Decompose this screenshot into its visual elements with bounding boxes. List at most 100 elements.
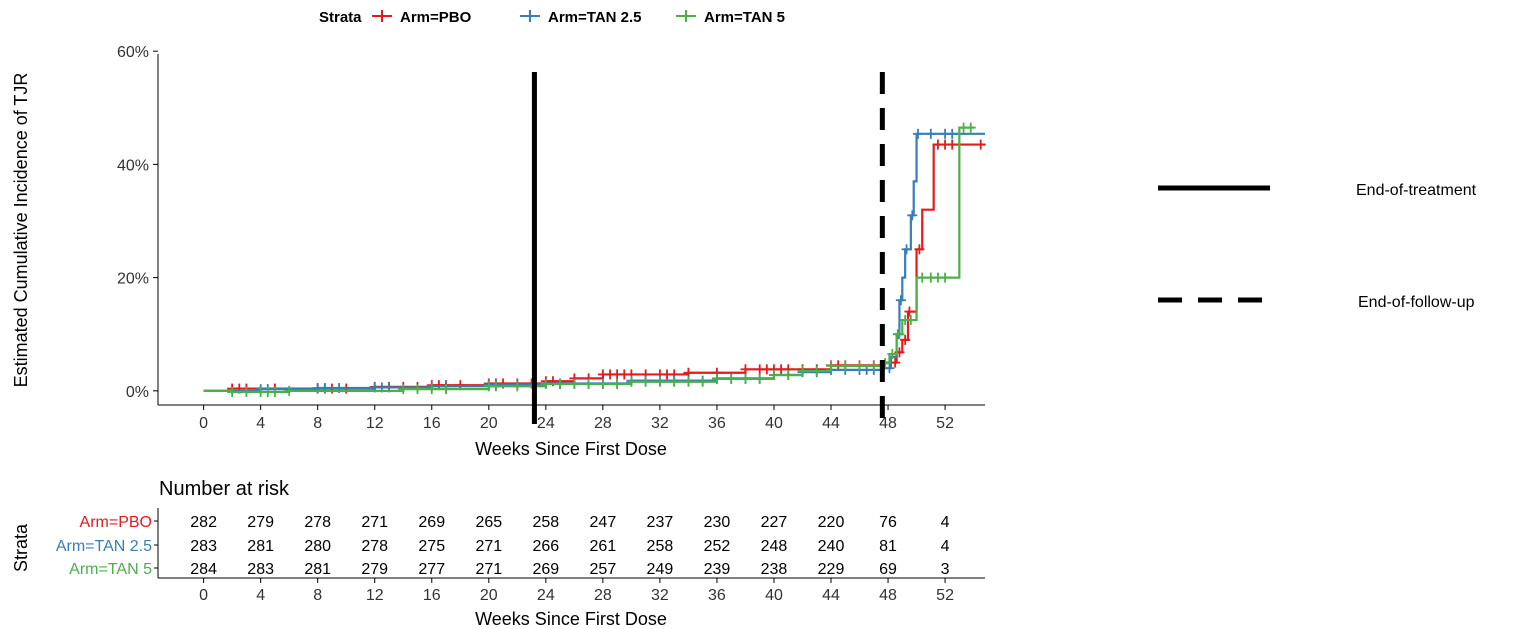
series-3 bbox=[203, 122, 976, 397]
risk-cell: 269 bbox=[532, 561, 559, 578]
risk-cell: 275 bbox=[418, 538, 445, 555]
reference-legend: End-of-treatment End-of-follow-up bbox=[1158, 182, 1477, 311]
risk-cell: 266 bbox=[532, 538, 559, 555]
risk-x-tick-label: 4 bbox=[256, 587, 265, 604]
y-tick-label: 20% bbox=[117, 271, 149, 288]
y-axis-title: Estimated Cumulative Incidence of TJR bbox=[11, 73, 31, 388]
risk-cell: 271 bbox=[361, 514, 388, 531]
y-tick-label: 0% bbox=[126, 384, 149, 401]
risk-x-tick-label: 40 bbox=[765, 587, 783, 604]
risk-cell: 257 bbox=[590, 561, 617, 578]
series-layer bbox=[203, 122, 986, 397]
risk-table-y-title: Strata bbox=[11, 523, 31, 572]
risk-table-x-ticks: 0 4 8 12 16 20 24 28 32 36 40 44 48 52 bbox=[199, 578, 954, 604]
risk-row: Arm=TAN 2.5 283 281 280 278 275 271 266 261 258 25… bbox=[56, 538, 950, 555]
risk-x-tick-label: 8 bbox=[313, 587, 322, 604]
legend-item-pbo: Arm=PBO bbox=[372, 9, 472, 26]
x-tick-label: 36 bbox=[708, 415, 726, 432]
y-axis-ticks: 0% 20% 40% 60% bbox=[117, 44, 158, 401]
risk-cell: 279 bbox=[247, 514, 274, 531]
series-line bbox=[203, 132, 985, 392]
risk-row-label: Arm=PBO bbox=[80, 514, 152, 531]
y-tick-label: 60% bbox=[117, 44, 149, 61]
risk-x-tick-label: 12 bbox=[366, 587, 384, 604]
risk-cell: 258 bbox=[532, 514, 559, 531]
risk-x-tick-label: 52 bbox=[936, 587, 954, 604]
risk-table: Number at risk Strata Arm=PBO 282 279 278 27… bbox=[11, 478, 985, 629]
risk-cell: 269 bbox=[418, 514, 445, 531]
risk-cell: 258 bbox=[647, 538, 674, 555]
risk-x-tick-label: 0 bbox=[199, 587, 208, 604]
risk-table-title: Number at risk bbox=[159, 478, 290, 500]
risk-cell: 69 bbox=[879, 561, 897, 578]
strata-legend: Strata Arm=PBO Arm=TAN 2.5 Arm=TAN 5 bbox=[319, 9, 785, 26]
end-of-treatment-label: End-of-treatment bbox=[1356, 182, 1477, 199]
risk-row: Arm=TAN 5 284 283 281 279 277 271 269 257 249 239 2… bbox=[69, 561, 949, 578]
series-2 bbox=[203, 128, 985, 395]
risk-cell: 281 bbox=[304, 561, 331, 578]
risk-cell: 4 bbox=[941, 514, 950, 531]
risk-row-label: Arm=TAN 2.5 bbox=[56, 538, 152, 555]
reference-lines bbox=[531, 72, 885, 424]
end-of-follow-up-label: End-of-follow-up bbox=[1358, 294, 1475, 311]
x-tick-label: 24 bbox=[537, 415, 555, 432]
risk-x-tick-label: 24 bbox=[537, 587, 555, 604]
x-tick-label: 12 bbox=[366, 415, 384, 432]
risk-x-tick-label: 36 bbox=[708, 587, 726, 604]
x-tick-label: 8 bbox=[313, 415, 322, 432]
risk-cell: 252 bbox=[704, 538, 731, 555]
risk-x-tick-label: 48 bbox=[879, 587, 897, 604]
risk-x-tick-label: 16 bbox=[423, 587, 441, 604]
x-tick-label: 32 bbox=[651, 415, 669, 432]
legend-title: Strata bbox=[319, 9, 362, 26]
risk-cell: 249 bbox=[647, 561, 674, 578]
risk-cell: 237 bbox=[647, 514, 674, 531]
risk-cell: 4 bbox=[941, 538, 950, 555]
risk-row-label: Arm=TAN 5 bbox=[69, 561, 152, 578]
risk-cell: 76 bbox=[879, 514, 897, 531]
cumulative-incidence-plot: Estimated Cumulative Incidence of TJR 0%… bbox=[11, 44, 986, 459]
risk-cell: 282 bbox=[190, 514, 217, 531]
series-1 bbox=[203, 139, 986, 394]
risk-cell: 271 bbox=[475, 538, 502, 555]
risk-cell: 278 bbox=[304, 514, 331, 531]
y-tick-label: 40% bbox=[117, 157, 149, 174]
risk-cell: 227 bbox=[761, 514, 788, 531]
risk-cell: 265 bbox=[475, 514, 502, 531]
risk-cell: 281 bbox=[247, 538, 274, 555]
risk-cell: 248 bbox=[761, 538, 788, 555]
legend-item-tan5: Arm=TAN 5 bbox=[676, 9, 785, 26]
risk-x-tick-label: 28 bbox=[594, 587, 612, 604]
legend-label-tan5: Arm=TAN 5 bbox=[704, 9, 785, 26]
risk-x-tick-label: 32 bbox=[651, 587, 669, 604]
x-tick-label: 52 bbox=[936, 415, 954, 432]
risk-cell: 283 bbox=[190, 538, 217, 555]
risk-cell: 280 bbox=[304, 538, 331, 555]
risk-cell: 220 bbox=[818, 514, 845, 531]
x-axis-title: Weeks Since First Dose bbox=[475, 439, 667, 459]
legend-label-pbo: Arm=PBO bbox=[400, 9, 472, 26]
x-tick-label: 4 bbox=[256, 415, 265, 432]
risk-table-rows: Arm=PBO 282 279 278 271 269 265 258 247 237 230 227… bbox=[56, 514, 950, 578]
risk-row: Arm=PBO 282 279 278 271 269 265 258 247 237 230 227… bbox=[80, 514, 950, 531]
x-tick-label: 0 bbox=[199, 415, 208, 432]
risk-x-tick-label: 20 bbox=[480, 587, 498, 604]
risk-cell: 81 bbox=[879, 538, 897, 555]
series-line bbox=[203, 143, 985, 392]
risk-table-x-title: Weeks Since First Dose bbox=[475, 609, 667, 629]
series-line bbox=[203, 126, 974, 394]
x-tick-label: 16 bbox=[423, 415, 441, 432]
risk-cell: 240 bbox=[818, 538, 845, 555]
risk-cell: 3 bbox=[941, 561, 950, 578]
x-tick-label: 48 bbox=[879, 415, 897, 432]
x-tick-label: 44 bbox=[822, 415, 840, 432]
x-tick-label: 40 bbox=[765, 415, 783, 432]
risk-cell: 283 bbox=[247, 561, 274, 578]
x-tick-label: 28 bbox=[594, 415, 612, 432]
risk-cell: 278 bbox=[361, 538, 388, 555]
risk-cell: 238 bbox=[761, 561, 788, 578]
risk-cell: 247 bbox=[590, 514, 617, 531]
risk-cell: 230 bbox=[704, 514, 731, 531]
risk-cell: 271 bbox=[475, 561, 502, 578]
